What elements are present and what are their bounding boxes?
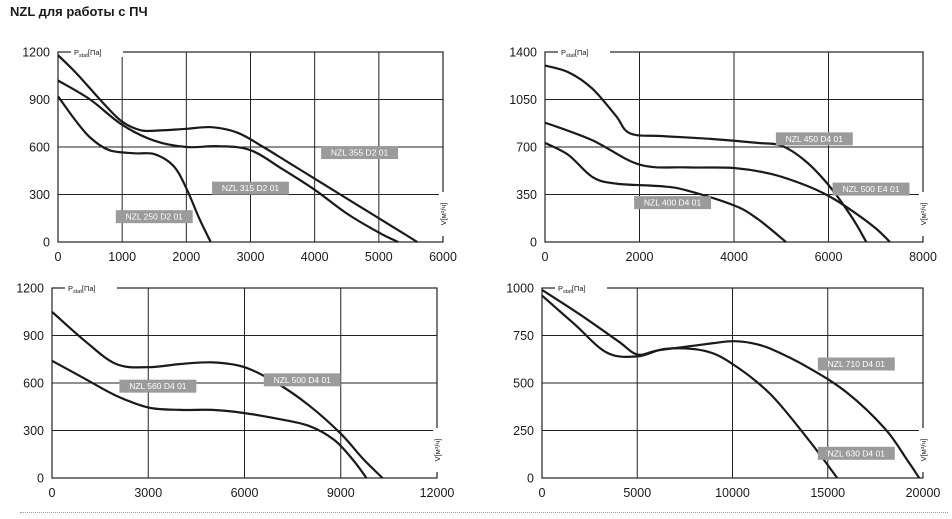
series-label: NZL 500 D4 01 — [274, 375, 332, 385]
x-axis-label-bg — [439, 192, 449, 236]
y-tick-label: 900 — [29, 93, 50, 107]
x-tick-label: 0 — [55, 250, 62, 264]
y-tick-label: 1200 — [22, 46, 50, 60]
y-tick-label: 700 — [516, 141, 537, 155]
series-label: NZL 560 D4 01 — [129, 381, 187, 391]
series-label: NZL 500 E4 01 — [843, 184, 900, 194]
x-tick-label: 12000 — [420, 486, 455, 500]
x-tick-label: 5000 — [365, 250, 393, 264]
y-tick-label: 500 — [513, 377, 534, 391]
x-tick-label: 6000 — [231, 486, 259, 500]
series-label: NZL 450 D4 01 — [786, 134, 844, 144]
x-tick-label: 6000 — [429, 250, 457, 264]
x-axis-label: V[м³/ч] — [919, 203, 928, 226]
y-axis-label: Pstat[Па] — [558, 284, 586, 295]
x-tick-label: 9000 — [327, 486, 355, 500]
chart-3: 0 3000 6000 9000 12000 0 300 600 900 1200 Pstat[Па… — [16, 282, 454, 501]
y-tick-label: 900 — [23, 329, 44, 343]
y-axis-label-bg — [65, 282, 117, 293]
x-tick-label: 4000 — [301, 250, 329, 264]
series-label-box — [263, 373, 341, 387]
series-line — [544, 121, 891, 243]
x-tick-label: 6000 — [815, 250, 843, 264]
series-label-box — [775, 132, 853, 146]
bottom-divider — [20, 512, 948, 513]
y-tick-label: 300 — [23, 424, 44, 438]
series-label-box — [212, 181, 289, 195]
y-tick-label: 1200 — [16, 282, 44, 296]
x-tick-label: 3000 — [237, 250, 265, 264]
y-axis-label-bg — [558, 46, 610, 57]
x-tick-label: 1000 — [108, 250, 136, 264]
x-axis-label-bg — [919, 192, 929, 236]
series-line — [541, 288, 921, 479]
x-tick-label: 10000 — [715, 486, 750, 500]
series-label: NZL 355 D2 01 — [331, 148, 389, 158]
y-axis-label-bg — [555, 282, 607, 293]
series-line — [541, 294, 839, 479]
y-tick-label: 1000 — [506, 282, 534, 296]
y-axis-label: Pstat[Па] — [74, 48, 102, 59]
y-tick-label: 250 — [513, 424, 534, 438]
series-label-box — [832, 182, 910, 196]
chart-2: 0 2000 4000 6000 8000 0 350 700 1050 1400 Pstat[Па… — [509, 46, 937, 265]
y-tick-label: 750 — [513, 329, 534, 343]
series-label-box — [634, 196, 712, 210]
y-axis-label-bg — [71, 46, 123, 57]
plot-frame — [51, 287, 438, 479]
page-title: NZL для работы с ПЧ — [10, 4, 148, 19]
series-label: NZL 630 D4 01 — [828, 448, 886, 458]
x-tick-label: 5000 — [623, 486, 651, 500]
x-tick-label: 4000 — [720, 250, 748, 264]
series-line — [57, 79, 399, 243]
chart-4: 0 5000 10000 15000 20000 0 250 500 750 1000 Pstat[… — [506, 282, 940, 501]
plot-frame — [57, 51, 444, 243]
y-tick-label: 0 — [527, 472, 534, 486]
x-tick-label: 0 — [539, 486, 546, 500]
y-tick-label: 1400 — [509, 46, 537, 60]
series-label-box — [321, 146, 399, 160]
series-label: NZL 250 D2 01 — [126, 212, 184, 222]
y-tick-label: 0 — [43, 236, 50, 250]
x-axis-label: V[м³/ч] — [919, 439, 928, 462]
x-tick-label: 2000 — [626, 250, 654, 264]
y-tick-label: 300 — [29, 188, 50, 202]
series-line — [51, 359, 368, 479]
x-tick-label: 2000 — [172, 250, 200, 264]
y-tick-label: 0 — [37, 472, 44, 486]
series-line — [51, 310, 384, 479]
x-axis-label: V[м³/ч] — [433, 439, 442, 462]
chart-1: 0 1000 2000 3000 4000 5000 6000 0 300 600 900 1200 P… — [22, 46, 457, 265]
series-line — [57, 54, 418, 243]
series-line — [544, 64, 868, 243]
series-label-box — [817, 357, 895, 371]
series-label: NZL 315 D2 01 — [222, 183, 280, 193]
x-tick-label: 0 — [49, 486, 56, 500]
y-tick-label: 600 — [29, 141, 50, 155]
x-tick-label: 8000 — [909, 250, 937, 264]
x-tick-label: 15000 — [810, 486, 845, 500]
series-line — [57, 95, 212, 243]
x-tick-label: 0 — [542, 250, 549, 264]
plot-frame — [541, 287, 924, 479]
series-label-box — [817, 446, 895, 460]
x-axis-label: V[м³/ч] — [439, 203, 448, 226]
y-axis-label: Pstat[Па] — [561, 48, 589, 59]
series-line — [544, 141, 787, 243]
series-label: NZL 400 D4 01 — [644, 198, 702, 208]
series-label-box — [115, 210, 193, 224]
y-axis-label: Pstat[Па] — [68, 284, 96, 295]
series-label: NZL 710 D4 01 — [828, 359, 886, 369]
x-tick-label: 3000 — [134, 486, 162, 500]
x-axis-label-bg — [433, 428, 443, 472]
y-tick-label: 350 — [516, 188, 537, 202]
series-label-box — [119, 379, 197, 393]
y-tick-label: 600 — [23, 377, 44, 391]
x-axis-label-bg — [919, 428, 929, 472]
y-tick-label: 1050 — [509, 93, 537, 107]
plot-frame — [544, 51, 924, 243]
y-tick-label: 0 — [530, 236, 537, 250]
x-tick-label: 20000 — [906, 486, 941, 500]
